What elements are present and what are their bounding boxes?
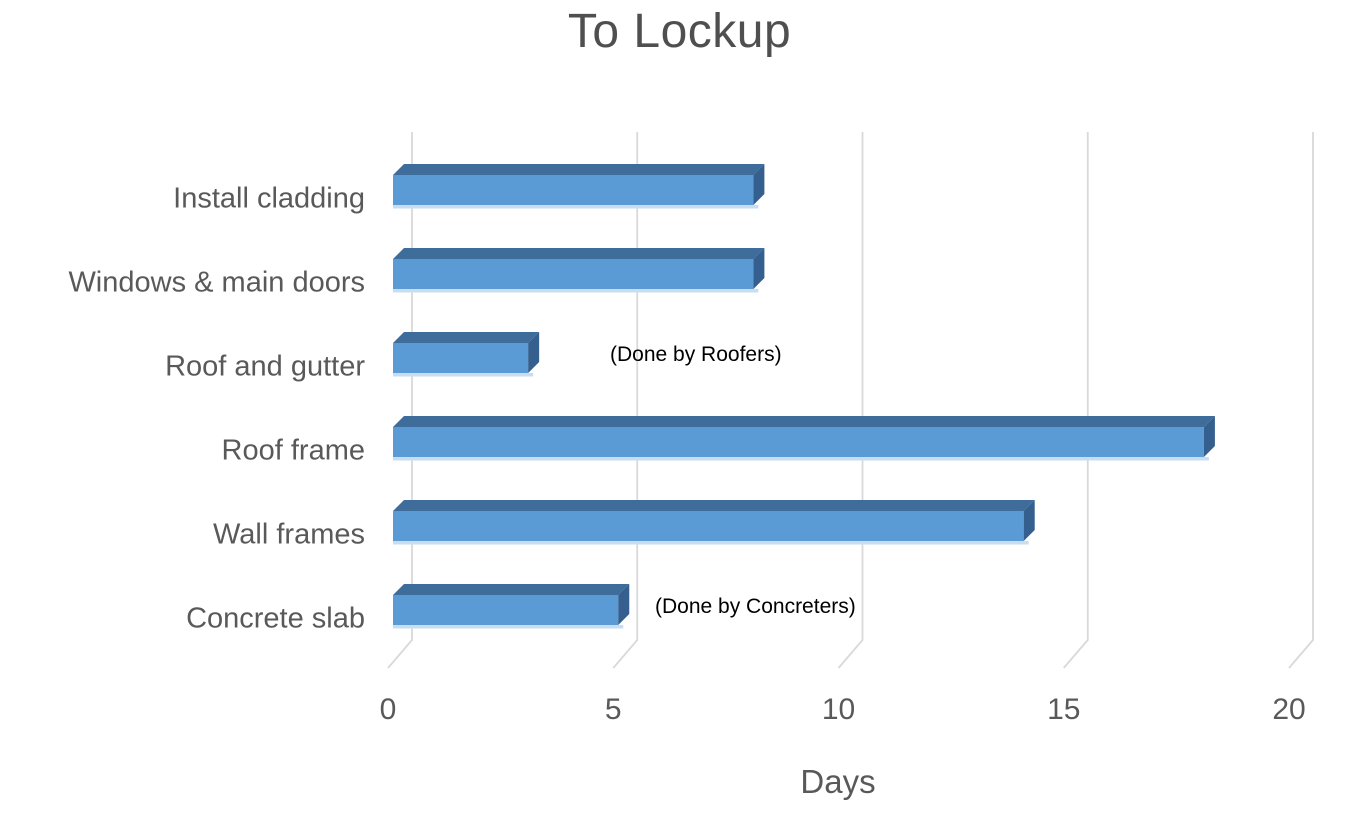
bar-top-face — [393, 164, 765, 175]
bar-end-face — [1203, 416, 1215, 457]
chart-title: To Lockup — [567, 5, 792, 58]
bar-bottom-highlight — [393, 289, 759, 293]
category-label: Roof frame — [221, 434, 365, 467]
x-tick-label: 0 — [379, 693, 397, 726]
bar-bottom-highlight — [393, 205, 759, 209]
x-tick-label: 10 — [821, 693, 856, 726]
bar-end-face — [618, 584, 630, 625]
annotation-done-by-roofers: (Done by Roofers) — [610, 343, 782, 366]
gridline — [1063, 132, 1089, 669]
category-label: Windows & main doors — [68, 266, 365, 299]
annotation-done-by-concreters: (Done by Concreters) — [655, 595, 856, 618]
bar-end-face — [1023, 500, 1035, 541]
bar — [393, 175, 754, 205]
gridline — [1288, 132, 1314, 669]
bar-top-face — [393, 332, 540, 343]
bar — [393, 427, 1204, 457]
category-label: Install cladding — [173, 182, 365, 215]
bar-top-face — [393, 248, 765, 259]
x-tick-label: 20 — [1272, 693, 1306, 726]
bar — [393, 259, 754, 289]
category-label: Wall frames — [213, 518, 365, 551]
bar-top-face — [393, 416, 1215, 427]
category-label: Roof and gutter — [165, 350, 365, 383]
bar-bottom-highlight — [393, 457, 1209, 461]
gridline — [612, 132, 639, 669]
x-tick-label: 15 — [1047, 693, 1081, 726]
bar-bottom-highlight — [393, 625, 624, 629]
bar-end-face — [528, 332, 540, 373]
gridline — [387, 132, 413, 669]
bar — [393, 511, 1024, 541]
gridline — [837, 132, 864, 669]
bar — [393, 343, 529, 373]
bar-top-face — [393, 584, 630, 595]
bar-bottom-highlight — [393, 373, 534, 377]
category-label: Concrete slab — [186, 602, 365, 635]
bar-bottom-highlight — [393, 541, 1029, 545]
bar-end-face — [753, 164, 765, 205]
x-tick-label: 5 — [604, 693, 622, 726]
bar-top-face — [393, 500, 1035, 511]
bar-end-face — [753, 248, 765, 289]
x-axis-title: Days — [800, 763, 876, 800]
bar — [393, 595, 619, 625]
